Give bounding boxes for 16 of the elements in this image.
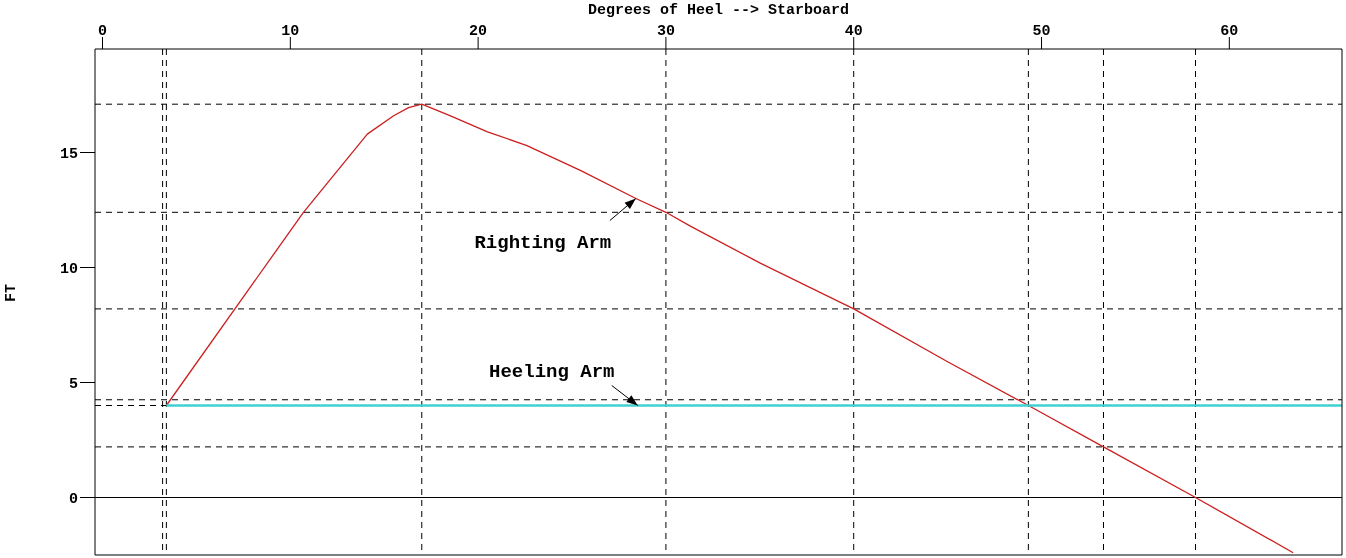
x-tick-label: 20 xyxy=(469,23,488,40)
y-axis-title: FT xyxy=(3,283,21,302)
x-tick-label: 0 xyxy=(98,23,108,40)
y-tick-label: 0 xyxy=(68,490,78,508)
y-tick-label: 5 xyxy=(68,375,78,393)
annotation: Heeling Arm xyxy=(489,360,615,383)
annotation: Righting Arm xyxy=(474,231,612,254)
x-axis-title: Degrees of Heel --> Starboard xyxy=(587,1,850,19)
x-tick-label: 40 xyxy=(844,23,863,40)
line-series xyxy=(165,103,1294,554)
x-tick-label: 60 xyxy=(1220,23,1239,40)
x-tick-label: 50 xyxy=(1032,23,1051,40)
y-tick-label: 10 xyxy=(59,260,78,278)
x-tick-label: 10 xyxy=(281,23,300,40)
x-tick-label: 30 xyxy=(656,23,675,40)
y-tick-label: 15 xyxy=(59,145,78,163)
